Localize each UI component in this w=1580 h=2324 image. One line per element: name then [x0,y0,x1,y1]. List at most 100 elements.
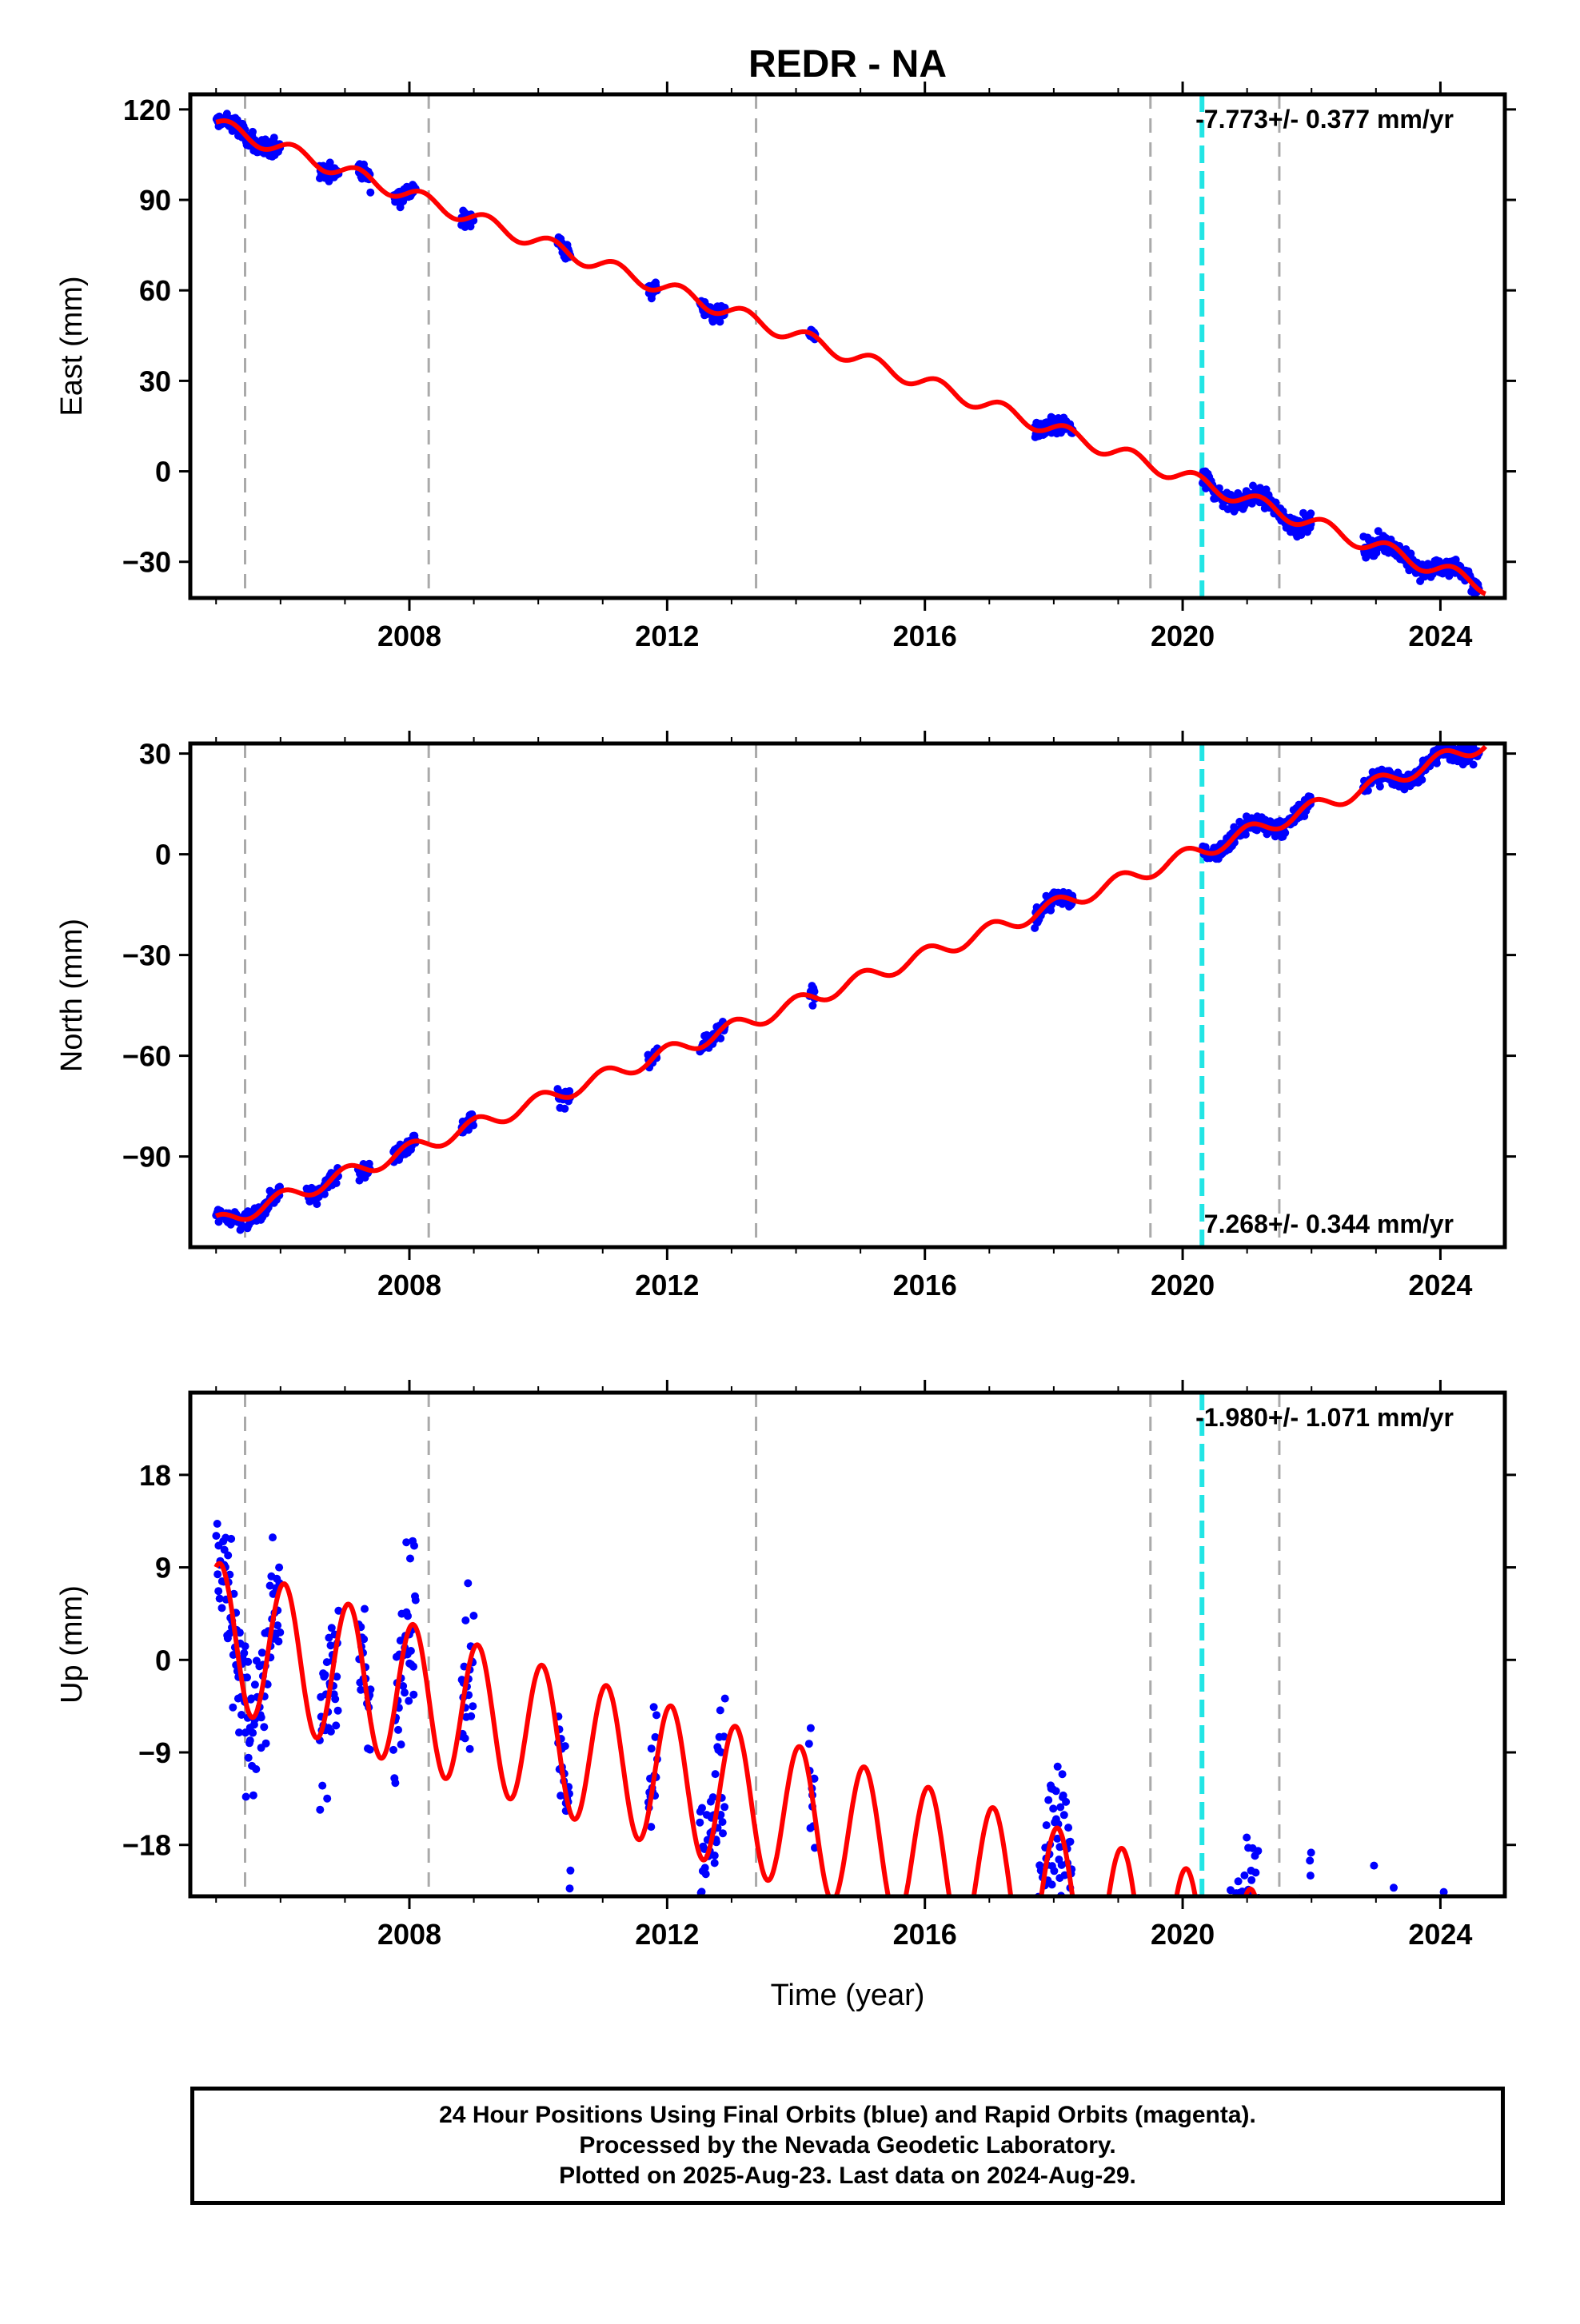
observation-point [697,1888,706,1896]
observation-point [406,1647,415,1655]
observation-point [1418,1992,1426,2000]
observation-point [1208,2019,1216,2027]
observation-point [1277,2056,1285,2064]
observation-point [1224,2065,1232,2073]
observation-point [810,987,819,996]
observation-point [1255,1980,1263,1988]
observation-point [1446,1988,1454,1996]
y-axis-label-up: Up (mm) [55,1585,89,1704]
observation-point [1366,2004,1374,2012]
observation-point [1050,1867,1059,1876]
x-tick-label-north: 2016 [893,1269,957,1302]
observation-point [1032,1935,1040,1943]
observation-point [1291,1973,1299,1981]
observation-point [1378,1968,1386,1976]
observation-point [252,1765,261,1773]
observation-point [1453,1980,1461,1988]
observation-point [1211,2020,1219,2028]
observation-point [332,1721,341,1730]
y-tick-label-up: 0 [155,1644,171,1676]
observation-point [1237,1900,1245,1908]
observation-point [565,1884,574,1893]
observation-point [1411,2055,1419,2063]
observation-point [1047,1880,1056,1889]
observation-point [1206,1964,1214,1972]
observation-point [1060,1871,1069,1880]
observation-point [711,1770,720,1779]
observation-point [1390,1884,1398,1892]
observation-point [1438,1977,1446,1985]
observation-point [1217,1971,1225,1979]
observation-point [1306,1856,1315,1865]
observation-point [465,1744,474,1753]
observation-point [1363,1992,1371,2000]
observation-point [1413,2055,1421,2063]
observation-point [1400,1996,1408,2004]
observation-point [1428,2023,1436,2031]
observation-point [275,1563,284,1572]
observation-point [1036,1923,1044,1931]
observation-point [1225,1921,1233,1929]
observation-point [249,1791,257,1800]
observation-point [1394,2014,1402,2022]
observation-point [320,1190,329,1198]
observation-point [224,1551,233,1560]
x-tick-label-east: 2012 [635,620,699,652]
observation-point [1393,1986,1401,1994]
plot-area-north [212,743,1488,1247]
observation-point [1454,1971,1462,1979]
observation-point [1234,1877,1243,1886]
observation-point [1409,2073,1417,2081]
observation-point [1298,1906,1306,1914]
observation-point [1226,1906,1234,1914]
observation-point [240,1648,249,1657]
y-tick-label-east: 120 [123,94,171,126]
observation-point [257,1713,265,1722]
observation-point [316,1805,325,1814]
observation-point [244,1753,253,1762]
observation-point [1250,1952,1258,1960]
velocity-label-up: -1.980+/- 1.071 mm/yr [1195,1403,1454,1432]
observation-point [1208,2015,1216,2023]
observation-point [1437,1963,1445,1971]
observation-point [1273,2031,1281,2039]
observation-point [1264,1970,1272,1978]
observation-point [1262,1968,1270,1976]
observation-point [464,1579,473,1588]
observation-point [244,1657,253,1666]
observation-point [1446,1981,1454,1989]
observation-point [1452,1998,1460,2006]
observation-point [1227,1972,1235,1980]
observation-point [652,1711,660,1720]
observation-point [1291,1952,1299,1960]
observation-point [1068,1939,1076,1947]
panel-frame-east [188,92,1507,600]
observation-point [1243,1833,1251,1842]
observation-point [1068,1929,1076,1937]
observation-point [1456,2064,1464,2072]
observation-point [700,1864,709,1872]
observation-point [1299,1949,1307,1957]
y-axis-label-north: North (mm) [55,919,89,1072]
observation-point [1399,2047,1407,2055]
observation-point [1270,1980,1278,1988]
observation-point [1382,1927,1390,1935]
observation-point [1223,1961,1231,1969]
observation-point [273,1621,282,1630]
observation-point [1448,1958,1456,1966]
observation-point [261,1739,270,1748]
observation-point [1259,1979,1267,1987]
observation-point [1056,1803,1065,1812]
observation-point [217,1604,226,1612]
y-tick-label-up: −9 [138,1736,171,1769]
observation-point [1406,2075,1414,2083]
observation-point [1282,1983,1290,1991]
model-curve-up [213,1561,1258,1896]
observation-point [1065,1909,1073,1917]
observation-point [1295,2011,1303,2019]
observation-point [397,1740,405,1749]
observation-point [1414,2000,1422,2008]
observation-point [1394,2031,1402,2039]
observation-point [1059,1811,1068,1820]
